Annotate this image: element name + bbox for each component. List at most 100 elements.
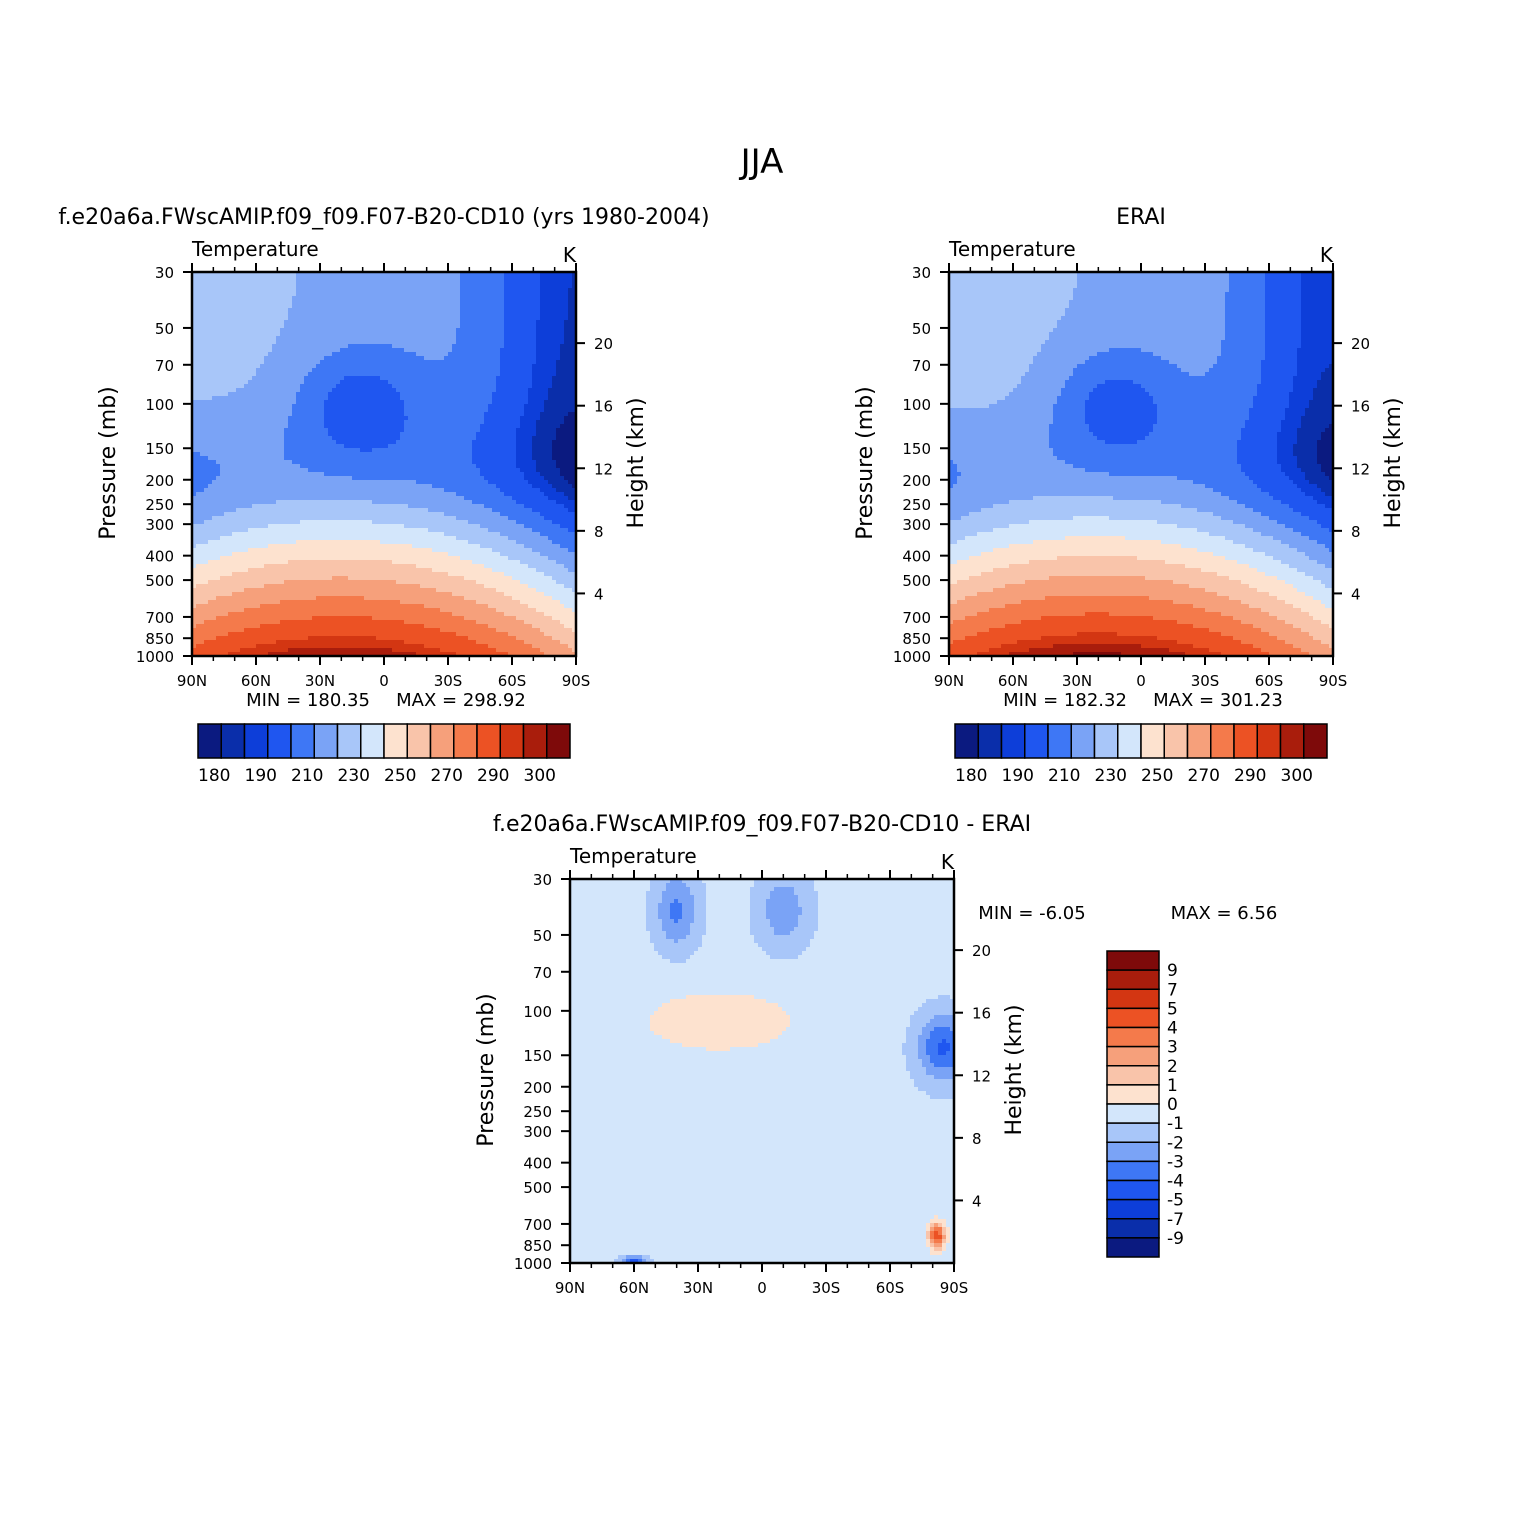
contour-cell <box>536 368 541 373</box>
contour-cell <box>400 440 405 445</box>
contour-cell <box>308 464 313 469</box>
contour-cell <box>432 460 437 465</box>
contour-cell <box>516 452 521 457</box>
contour-cell <box>412 428 417 433</box>
contour-cell <box>432 392 437 397</box>
contour-cell <box>216 384 221 389</box>
contour-cell <box>420 448 425 453</box>
contour-cell <box>408 384 413 389</box>
contour-cell <box>528 412 533 417</box>
contour-cell <box>480 428 485 433</box>
contour-cell <box>556 296 561 301</box>
contour-cell <box>424 472 429 477</box>
contour-cell <box>540 324 545 329</box>
contour-cell <box>496 464 501 469</box>
contour-cell <box>380 472 385 477</box>
contour-cell <box>240 300 245 305</box>
contour-cell <box>284 332 289 337</box>
contour-cell <box>204 376 209 381</box>
contour-cell <box>472 284 477 289</box>
contour-cell <box>292 360 297 365</box>
contour-cell <box>332 476 337 481</box>
contour-cell <box>372 408 377 413</box>
contour-cell <box>420 420 425 425</box>
contour-cell <box>556 316 561 321</box>
contour-cell <box>224 292 229 297</box>
contour-cell <box>424 396 429 401</box>
contour-cell <box>560 300 565 305</box>
contour-cell <box>288 352 293 357</box>
contour-cell <box>416 368 421 373</box>
contour-cell <box>264 336 269 341</box>
contour-cell <box>400 384 405 389</box>
contour-cell <box>516 432 521 437</box>
contour-cell <box>400 336 405 341</box>
contour-cell <box>536 416 541 421</box>
contour-cell <box>512 336 517 341</box>
contour-cell <box>308 444 313 449</box>
contour-cell <box>556 308 561 313</box>
contour-cell <box>300 372 305 377</box>
contour-cell <box>444 332 449 337</box>
contour-cell <box>280 352 285 357</box>
contour-cell <box>312 364 317 369</box>
contour-cell <box>460 460 465 465</box>
contour-cell <box>248 412 253 417</box>
contour-cell <box>416 424 421 429</box>
contour-cell <box>380 312 385 317</box>
contour-cell <box>560 336 565 341</box>
contour-cell <box>236 372 241 377</box>
contour-cell <box>400 400 405 405</box>
contour-cell <box>536 432 541 437</box>
contour-cell <box>364 328 369 333</box>
contour-cell <box>228 400 233 405</box>
contour-cell <box>320 328 325 333</box>
contour-cell <box>292 324 297 329</box>
contour-cell <box>336 356 341 361</box>
contour-cell <box>208 276 213 281</box>
contour-cell <box>328 340 333 345</box>
contour-cell <box>288 412 293 417</box>
contour-cell <box>344 328 349 333</box>
contour-cell <box>380 452 385 457</box>
contour-cell <box>296 384 301 389</box>
contour-cell <box>444 284 449 289</box>
contour-cell <box>288 384 293 389</box>
contour-cell <box>404 316 409 321</box>
contour-cell <box>548 400 553 405</box>
contour-cell <box>208 316 213 321</box>
contour-cell <box>344 428 349 433</box>
contour-cell <box>512 384 517 389</box>
contour-cell <box>320 300 325 305</box>
contour-cell <box>444 392 449 397</box>
contour-cell <box>416 364 421 369</box>
contour-cell <box>568 376 573 381</box>
contour-cell <box>400 428 405 433</box>
contour-cell <box>460 464 465 469</box>
contour-cell <box>468 468 473 473</box>
contour-cell <box>292 408 297 413</box>
contour-cell <box>304 412 309 417</box>
contour-cell <box>280 304 285 309</box>
contour-cell <box>540 440 545 445</box>
contour-cell <box>468 288 473 293</box>
contour-cell <box>512 380 517 385</box>
contour-cell <box>292 308 297 313</box>
contour-cell <box>424 304 429 309</box>
contour-cell <box>520 444 525 449</box>
contour-cell <box>256 296 261 301</box>
contour-cell <box>264 276 269 281</box>
contour-cell <box>344 332 349 337</box>
contour-cell <box>480 312 485 317</box>
contour-cell <box>376 304 381 309</box>
contour-cell <box>308 404 313 409</box>
contour-cell <box>336 476 341 481</box>
contour-cell <box>420 348 425 353</box>
contour-cell <box>228 276 233 281</box>
contour-cell <box>428 456 433 461</box>
contour-cell <box>444 352 449 357</box>
contour-cell <box>488 372 493 377</box>
contour-cell <box>528 292 533 297</box>
contour-cell <box>220 456 225 461</box>
contour-cell <box>492 324 497 329</box>
